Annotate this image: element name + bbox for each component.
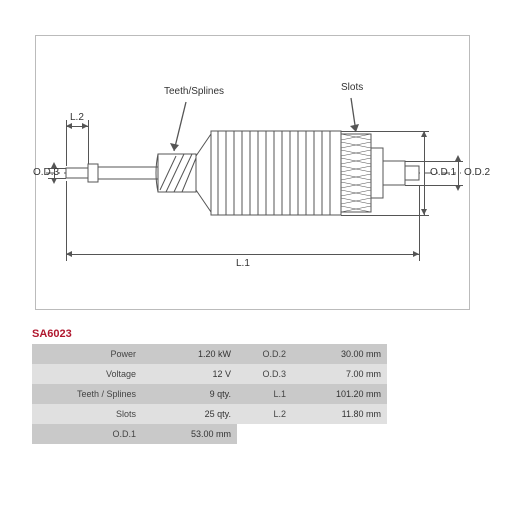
spec-val: 25 qty. [142,404,237,424]
label-od1: O.D.1 [430,167,456,178]
spec-key: Power [32,344,142,364]
spec-val: 12 V [142,364,237,384]
spec-key: O.D.3 [237,364,292,384]
spec-empty [292,424,387,444]
label-l2: L.2 [70,112,84,123]
spec-key: L.1 [237,384,292,404]
armature-drawing [36,36,471,311]
spec-val: 11.80 mm [292,404,387,424]
spec-key: Voltage [32,364,142,384]
label-l1: L.1 [236,258,250,269]
label-od3: O.D.3 [33,167,59,178]
spec-key: Teeth / Splines [32,384,142,404]
label-teeth-splines: Teeth/Splines [164,86,224,97]
spec-key: O.D.1 [32,424,142,444]
spec-val: 1.20 kW [142,344,237,364]
spec-val: 53.00 mm [142,424,237,444]
spec-val: 30.00 mm [292,344,387,364]
diagram-area: Teeth/Splines Slots L.2 O.D.3 O.D.1 O.D.… [35,35,470,310]
spec-key: O.D.2 [237,344,292,364]
spec-key: L.2 [237,404,292,424]
label-slots: Slots [341,82,363,93]
spec-key: Slots [32,404,142,424]
spec-val: 101.20 mm [292,384,387,404]
label-od2: O.D.2 [464,167,490,178]
spec-empty [237,424,292,444]
spec-val: 9 qty. [142,384,237,404]
spec-table: Power 1.20 kW O.D.2 30.00 mm Voltage 12 … [32,344,387,444]
part-number: SA6023 [32,328,72,340]
spec-val: 7.00 mm [292,364,387,384]
